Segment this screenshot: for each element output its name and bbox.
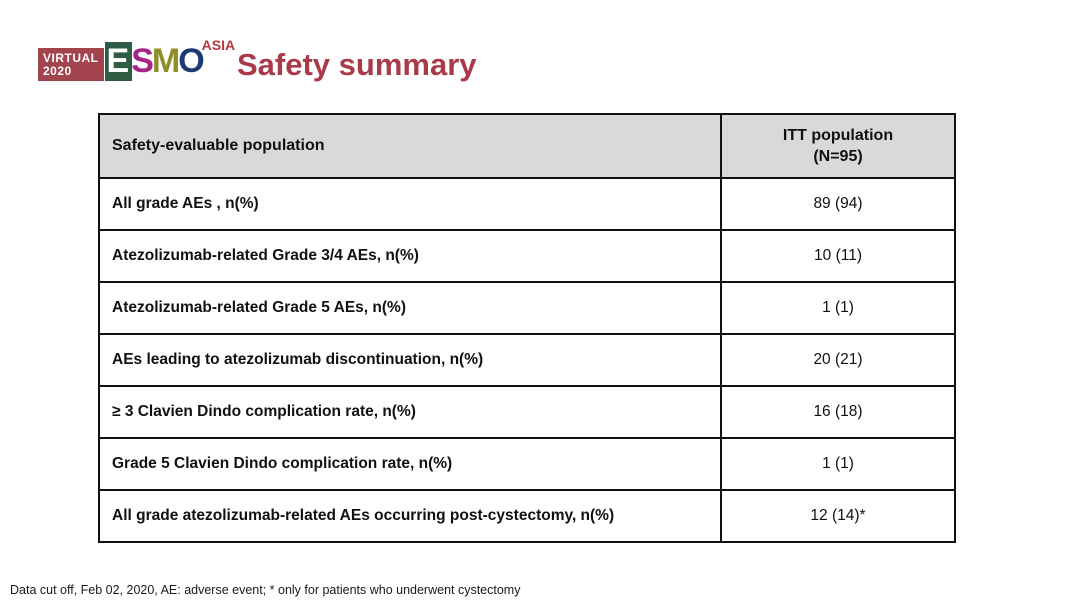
table-row: All grade AEs , n(%) 89 (94) xyxy=(100,177,954,229)
row-label: ≥ 3 Clavien Dindo complication rate, n(%… xyxy=(112,403,416,420)
esmo-letter-e: E xyxy=(104,42,133,81)
table-row: All grade atezolizumab-related AEs occur… xyxy=(100,489,954,541)
row-label: All grade AEs , n(%) xyxy=(112,195,259,212)
table-row: Atezolizumab-related Grade 5 AEs, n(%) 1… xyxy=(100,281,954,333)
table-header-row: Safety-evaluable population ITT populati… xyxy=(100,115,954,177)
table-row: Atezolizumab-related Grade 3/4 AEs, n(%)… xyxy=(100,229,954,281)
esmo-letter-o: O xyxy=(178,42,204,80)
asia-label: ASIA xyxy=(201,37,236,53)
row-label: Atezolizumab-related Grade 5 AEs, n(%) xyxy=(112,299,406,316)
safety-summary-table: Safety-evaluable population ITT populati… xyxy=(98,113,956,543)
row-label: Atezolizumab-related Grade 3/4 AEs, n(%) xyxy=(112,247,419,264)
virtual-year: 2020 xyxy=(43,64,72,78)
esmo-asia-logo: VIRTUAL 2020 E S M O ASIA xyxy=(38,38,235,81)
table-row: ≥ 3 Clavien Dindo complication rate, n(%… xyxy=(100,385,954,437)
header-itt-population: ITT population (N=95) xyxy=(720,115,954,177)
table-row: AEs leading to atezolizumab discontinuat… xyxy=(100,333,954,385)
header-population-label: Safety-evaluable population xyxy=(112,137,325,154)
virtual-2020-badge: VIRTUAL 2020 xyxy=(38,48,104,81)
row-value: 89 (94) xyxy=(720,179,954,229)
row-label: All grade atezolizumab-related AEs occur… xyxy=(112,507,615,524)
row-value: 10 (11) xyxy=(720,231,954,281)
row-value: 1 (1) xyxy=(720,439,954,489)
row-value: 16 (18) xyxy=(720,387,954,437)
virtual-label: VIRTUAL xyxy=(43,51,99,65)
header-itt-line1: ITT population xyxy=(782,127,894,144)
esmo-letter-m: M xyxy=(151,42,180,80)
row-label: AEs leading to atezolizumab discontinuat… xyxy=(112,351,484,368)
row-value: 1 (1) xyxy=(720,283,954,333)
esmo-letter-s: S xyxy=(131,42,154,80)
row-value: 20 (21) xyxy=(720,335,954,385)
footnote: Data cut off, Feb 02, 2020, AE: adverse … xyxy=(10,583,521,597)
header-itt-line2: (N=95) xyxy=(813,148,863,165)
esmo-wordmark: E S M O ASIA xyxy=(104,38,235,81)
table-row: Grade 5 Clavien Dindo complication rate,… xyxy=(100,437,954,489)
page-title: Safety summary xyxy=(237,47,477,82)
row-label: Grade 5 Clavien Dindo complication rate,… xyxy=(112,455,453,472)
row-value: 12 (14)* xyxy=(720,491,954,541)
